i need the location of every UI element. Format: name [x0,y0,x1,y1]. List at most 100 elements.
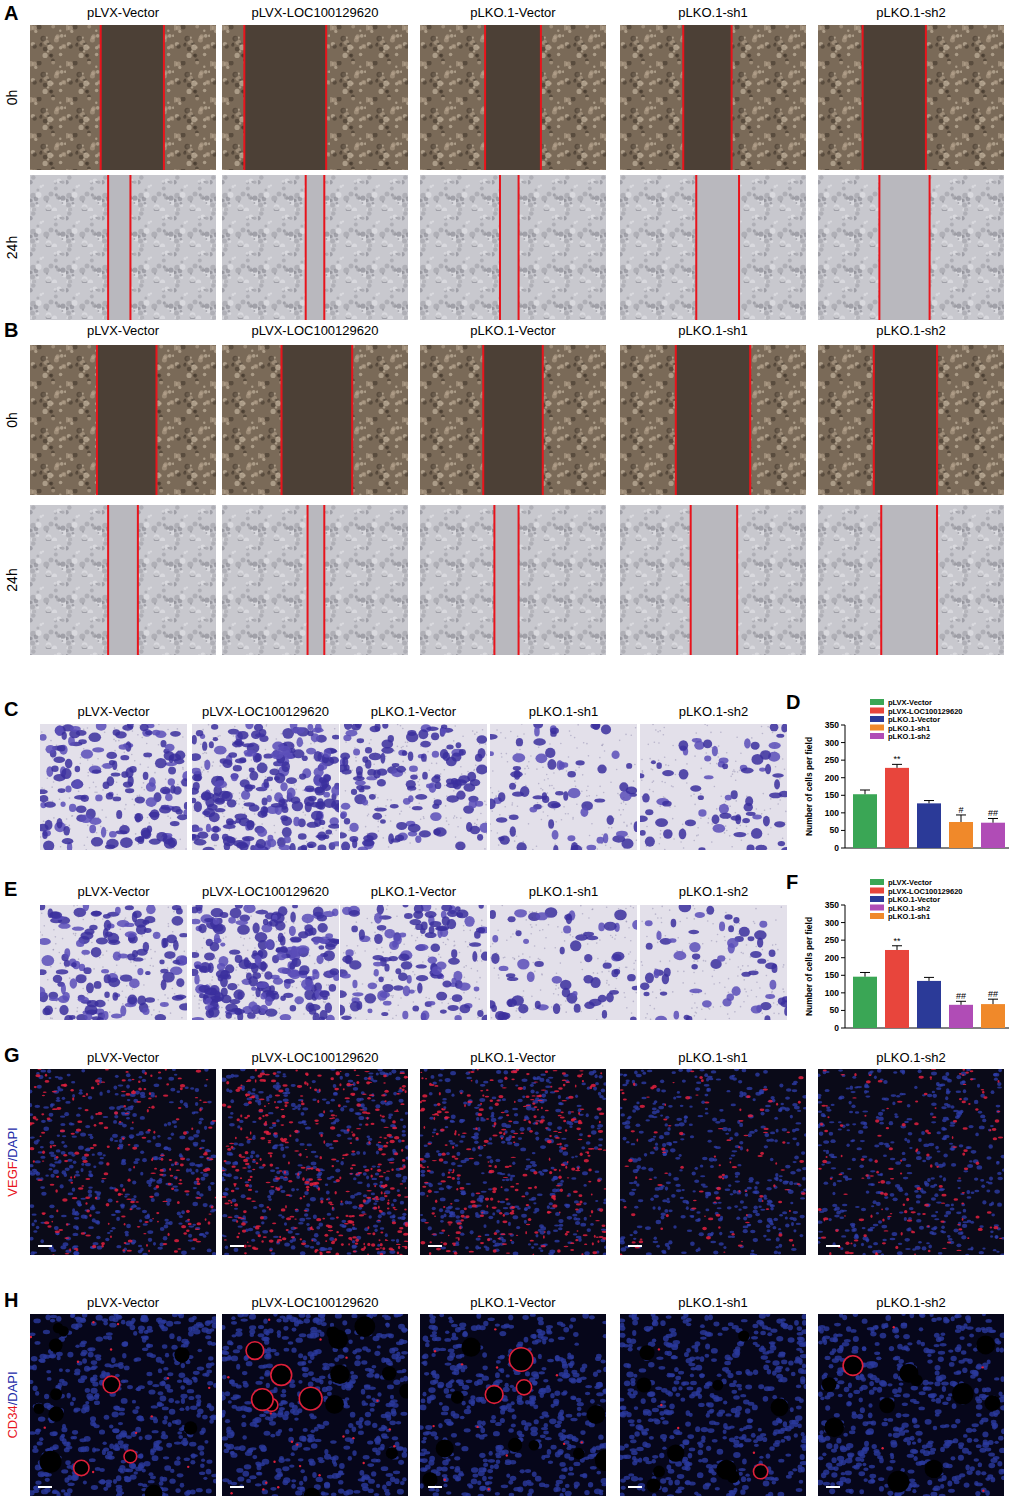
wound-edge [155,345,157,495]
migrated-cell [135,797,145,804]
pore [467,771,469,773]
pore [589,835,591,837]
migrated-cell [246,820,254,830]
pore [94,919,96,921]
migrated-cell [513,766,521,771]
migrated-cell [324,749,332,758]
micrograph [620,345,806,495]
migrated-cell [314,751,322,762]
pore [234,726,236,728]
migrated-cell [57,745,66,752]
pore [657,731,659,733]
wound-gap [879,175,929,320]
migrated-cell [594,799,605,803]
migrated-cell [315,787,325,795]
pore [693,840,695,842]
pore [149,965,151,967]
micrograph [190,902,343,1023]
pore [490,787,492,789]
migrated-cell [369,753,382,761]
pore [507,761,509,763]
migrated-cell [233,765,242,772]
pore [658,759,660,761]
pore [777,803,779,805]
pore [436,763,438,765]
migrated-cell [440,727,445,737]
image-background [30,345,216,495]
pore [137,843,139,845]
migrated-cell [396,822,407,830]
pore [672,818,674,820]
pore [106,950,108,952]
image-background [620,505,806,655]
wound-gap [500,175,519,320]
migrated-cell [145,997,155,1002]
migrated-cell [65,759,73,769]
migrated-cell [353,776,365,781]
pore [572,818,574,820]
column-header: pLVX-Vector [87,5,160,20]
wound-edge [96,345,98,495]
migrated-cell [58,996,69,1004]
migrated-cell [72,782,82,789]
wound-edge [518,175,520,320]
migrated-cell [516,842,526,852]
migrated-cell [781,724,788,733]
migrated-cell [520,786,529,797]
migrated-cell [160,787,170,794]
migrated-cell [319,820,325,825]
pore [404,772,406,774]
wound-edge [323,175,325,320]
pore [587,786,589,788]
migrated-cell [43,840,54,851]
pore [434,798,436,800]
migrated-cell [172,916,184,926]
pore [204,816,206,818]
migrated-cell [430,812,442,821]
migrated-cell [76,806,87,814]
migrated-cell [377,779,386,787]
migrated-cell [685,820,696,827]
pore [60,846,62,848]
pore [453,817,455,819]
migrated-cell [170,731,181,737]
pore [257,1017,259,1019]
pore [39,931,41,933]
pore [244,938,246,940]
migrated-cell [774,779,780,789]
pore [460,766,462,768]
pore [527,765,529,767]
wound-gap [306,175,325,320]
migrated-cell [282,827,292,838]
pore [385,815,387,817]
pore [59,798,61,800]
migrated-cell [249,768,255,773]
migrated-cell [315,801,324,809]
migrated-cell [361,785,371,789]
wound-gap [244,25,326,170]
pore [517,735,519,737]
migrated-cell [487,798,496,809]
migrated-cell [781,847,792,853]
migrated-cell [362,799,368,805]
micrograph [222,345,408,495]
migrated-cell [43,1008,51,1016]
migrated-cell [636,816,648,822]
pore [125,804,127,806]
pore [735,812,737,814]
pore [266,725,268,727]
migrated-cell [358,846,368,852]
migrated-cell [39,795,48,802]
wound-edge [518,505,520,655]
migrated-cell [704,775,714,779]
pore [457,826,459,828]
migrated-cell [477,834,483,841]
migrated-cell [456,791,465,800]
pore [402,746,404,748]
pore [608,827,610,829]
pore [96,832,98,834]
pore [405,741,407,743]
migrated-cell [113,951,121,960]
pore [717,756,719,758]
migrated-cell [318,845,327,853]
